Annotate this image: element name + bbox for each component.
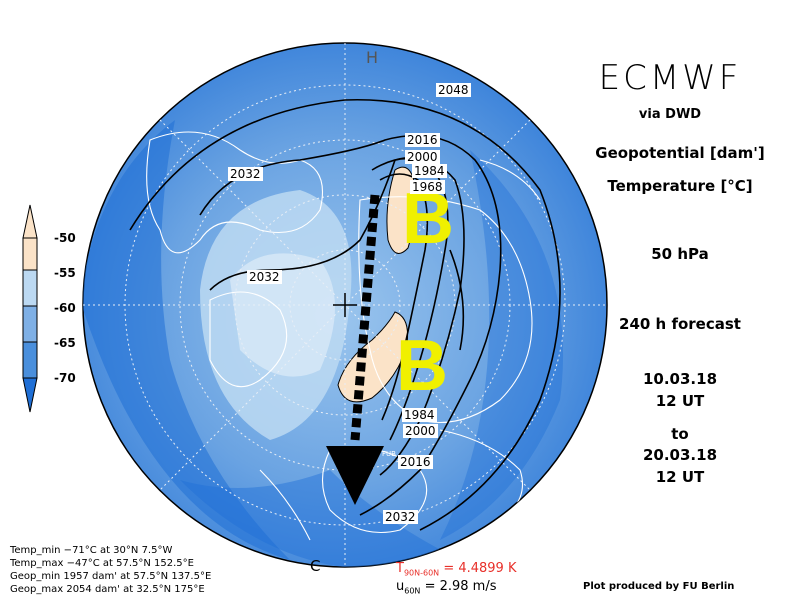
init-date: 10.03.18 [642,370,718,388]
field-statistics: Temp_min −71°C at 30°N 7.5°W Temp_max −4… [10,544,211,596]
to-label: to [671,425,689,443]
pole-marker [333,293,357,317]
contour-label-2000-s: 2000 [403,424,438,438]
temperature-colorbar [22,204,38,413]
geop-max: Geop_max 2054 dam' at 32.5°N 175°E [10,584,205,595]
legend-label-65: -65 [54,336,76,350]
polar-temp-mean: T90N-60N = 4.4899 K [396,561,516,578]
plot-credit: Plot produced by FU Berlin [583,581,735,592]
legend-label-55: -55 [54,266,76,280]
valid-time: 12 UT [655,468,705,486]
city-label: FUB [382,450,396,458]
contour-label-2016-n: 2016 [405,133,440,147]
legend-label-60: -60 [54,301,76,315]
field-temperature: Temperature [°C] [607,177,753,195]
trough-axis-arrow [326,194,384,505]
contour-label-2032-c: 2032 [247,270,282,284]
brand-title: ECMWF [598,58,742,98]
high-letter: H [366,48,379,67]
contour-label-1984-s: 1984 [402,408,437,422]
zonal-wind-mean: u60N = 2.98 m/s [396,579,496,596]
contour-label-1984-n: 1984 [412,164,447,178]
pressure-level: 50 hPa [651,245,709,263]
temp-min: Temp_min −71°C at 30°N 7.5°W [10,545,173,556]
contour-label-2032-s: 2032 [383,510,418,524]
contour-label-1968: 1968 [410,180,445,194]
via-source: via DWD [638,107,702,122]
init-time: 12 UT [655,392,705,410]
field-geopotential: Geopotential [dam'] [595,144,765,162]
legend-label-70: -70 [54,371,76,385]
u-subscript: 60N [404,586,421,596]
contour-label-2016-s: 2016 [398,455,433,469]
legend-label-50: -50 [54,231,76,245]
t-symbol: T [396,561,404,576]
cold-band-west [83,120,290,560]
geop-min: Geop_min 1957 dam' at 57.5°N 137.5°E [10,571,212,582]
low-center-b2: B [396,326,448,406]
u-value: = 2.98 m/s [424,579,497,594]
valid-date: 20.03.18 [642,446,718,464]
contour-label-2000-n: 2000 [405,150,440,164]
warm-patch-south [337,311,409,403]
low-letter-pole: C [310,557,321,575]
t-value: = 4.4899 K [443,561,517,576]
east-band [440,150,564,540]
contour-label-2048: 2048 [436,83,471,97]
cold-band-south [180,470,460,567]
temp-max: Temp_max −47°C at 57.5°N 152.5°E [10,558,194,569]
t-subscript: 90N-60N [403,568,440,578]
forecast-lead: 240 h forecast [619,315,741,333]
contour-label-2032-n: 2032 [228,167,263,181]
u-symbol: u [396,579,405,594]
